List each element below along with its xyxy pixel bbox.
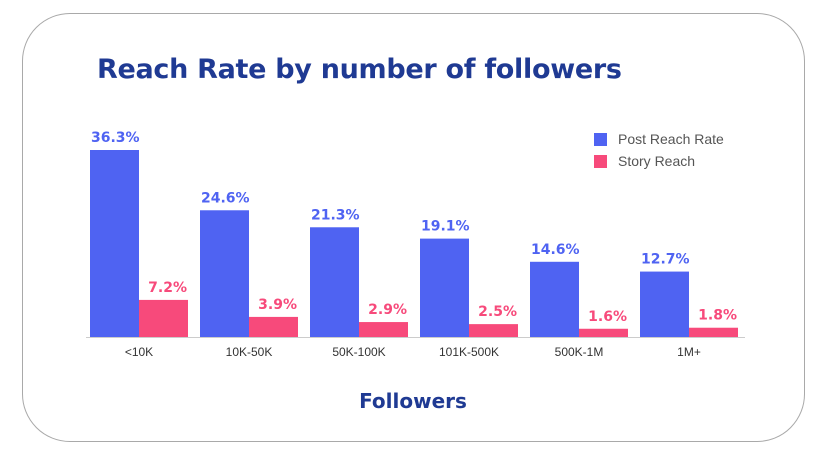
x-tick-label: <10K [125,345,153,359]
bar-story-reach [579,328,628,337]
data-label-story: 7.2% [148,280,187,296]
bar-story-reach [249,316,298,337]
chart-title: Reach Rate by number of followers [97,54,622,85]
legend-swatch-story [594,154,607,168]
data-label-story: 3.9% [258,297,297,313]
data-label-story: 1.8% [698,308,737,324]
bar-story-reach [139,299,188,337]
bar-post-reach [420,238,469,337]
x-axis-title: Followers [359,389,467,413]
data-label-post: 12.7% [641,252,690,268]
data-label-story: 2.5% [478,304,517,320]
bar-story-reach [359,322,408,337]
bar-post-reach [530,261,579,337]
data-label-story: 2.9% [368,302,407,318]
bar-post-reach [200,210,249,337]
x-tick-label: 1M+ [677,345,701,359]
x-tick-label: 101K-500K [439,345,499,359]
legend-item-story: Story Reach [594,150,724,172]
data-label-post: 36.3% [91,130,140,146]
data-label-story: 1.6% [588,309,627,325]
data-label-post: 14.6% [531,242,580,258]
data-label-post: 21.3% [311,207,360,223]
legend: Post Reach Rate Story Reach [594,128,724,172]
legend-label-story: Story Reach [618,153,696,169]
bar-post-reach [90,150,139,337]
data-label-post: 19.1% [421,219,470,235]
bar-story-reach [689,327,738,337]
x-tick-label: 10K-50K [226,345,273,359]
bar-post-reach [640,271,689,337]
bar-post-reach [310,227,359,337]
chart-card [22,13,805,442]
data-label-post: 24.6% [201,190,250,206]
x-tick-label: 50K-100K [332,345,385,359]
legend-swatch-post [594,132,607,146]
legend-item-post: Post Reach Rate [594,128,724,150]
bar-story-reach [469,324,518,337]
legend-label-post: Post Reach Rate [618,131,724,147]
x-tick-label: 500K-1M [555,345,604,359]
